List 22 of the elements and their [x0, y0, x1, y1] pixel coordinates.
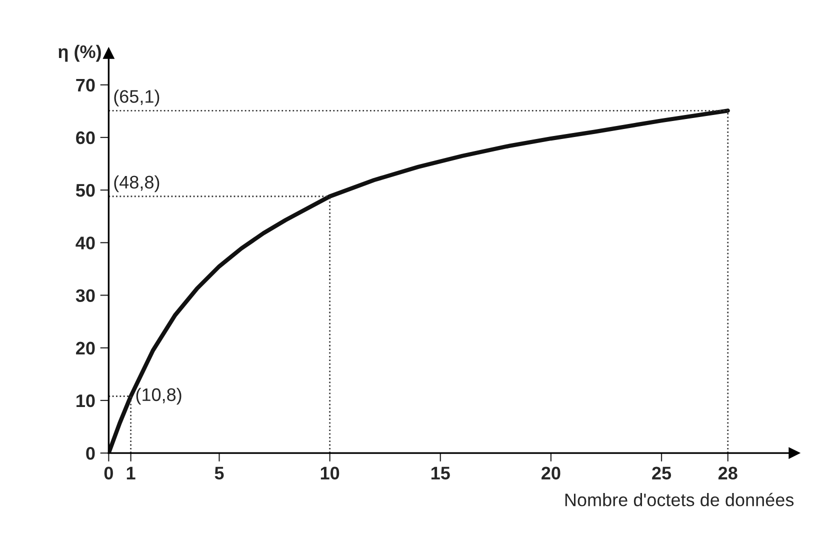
line-series: [108, 108, 730, 454]
x-tick-label: 25: [652, 466, 672, 480]
y-tick-label: 0: [86, 446, 95, 460]
x-tick-label: 20: [542, 466, 560, 480]
x-axis-title: Nombre d'octets de données: [565, 492, 794, 506]
y-tick-label: 70: [76, 78, 95, 92]
ref-line-label: (48,8): [114, 175, 160, 192]
y-tick-label: 50: [76, 184, 95, 197]
y-axis-title: η (%): [58, 44, 101, 62]
y-tick-label: 30: [76, 289, 95, 302]
x-tick-label: 10: [320, 466, 340, 480]
x-tick-label: 28: [718, 466, 738, 480]
x-tick-label: 5: [214, 466, 224, 480]
ref-line-label: (65,1): [114, 90, 160, 106]
x-tick-label: 0: [104, 466, 113, 480]
x-tick-label: 1: [126, 466, 136, 480]
x-tick-label: 15: [431, 466, 450, 480]
y-tick-label: 20: [76, 342, 95, 355]
y-tick-label: 40: [76, 236, 95, 250]
y-tick-label: 60: [76, 131, 95, 144]
y-tick-label: 10: [76, 394, 95, 408]
ref-line-label: (10,8): [136, 388, 182, 405]
